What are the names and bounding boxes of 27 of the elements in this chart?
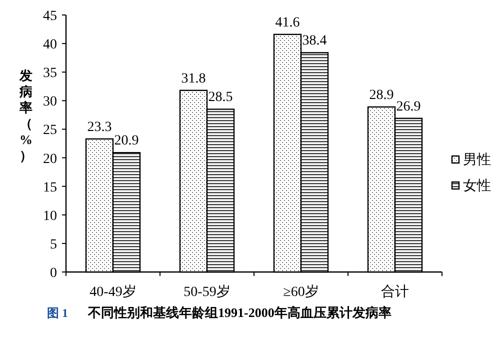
y-tick-label: 0 (50, 266, 57, 281)
legend-label: 女性 (463, 178, 491, 194)
text: 不同性别和基线年龄组1991-2000年高血压累计发病率 (87, 305, 392, 320)
data-label: 31.8 (181, 71, 206, 86)
x-tick-label: 合计 (381, 284, 409, 300)
y-tick-label: 45 (43, 9, 57, 24)
data-label: 23.3 (87, 120, 112, 135)
y-tick-label: 30 (43, 94, 57, 110)
caption: 图 1 (47, 306, 68, 320)
data-label: 26.9 (396, 99, 421, 114)
y-axis-title: 发病率（%） (18, 68, 32, 163)
legend-label: 男性 (463, 152, 491, 168)
data-label: 28.5 (208, 90, 233, 106)
y-tick-label: 25 (43, 123, 57, 138)
y-tick-label: 20 (43, 152, 57, 167)
y-tick-label: 5 (50, 237, 57, 252)
data-label: 20.9 (114, 134, 139, 149)
data-label: 38.4 (302, 34, 327, 49)
x-tick-label: ≥60岁 (283, 284, 319, 300)
data-label: 28.9 (369, 88, 394, 103)
y-tick-label: 40 (43, 38, 57, 53)
y-tick-label: 35 (43, 66, 57, 82)
data-label: 41.6 (275, 15, 300, 30)
y-tick-label: 15 (43, 180, 57, 196)
x-tick-label: 50-59岁 (184, 284, 230, 300)
y-tick-label: 10 (43, 208, 57, 224)
x-tick-label: 40-49岁 (90, 284, 136, 300)
